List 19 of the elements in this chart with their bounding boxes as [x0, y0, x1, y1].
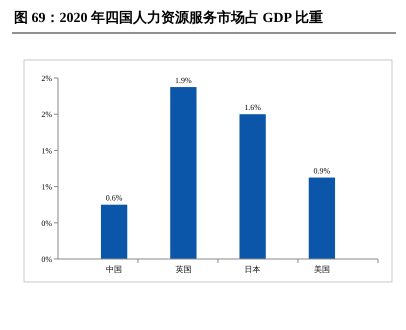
bar — [100, 204, 128, 259]
x-tick-label: 英国 — [175, 265, 192, 274]
x-tick-label: 中国 — [106, 265, 122, 274]
data-label: 0.9% — [314, 166, 331, 176]
bar — [308, 178, 336, 259]
bar — [170, 87, 197, 259]
x-tick-label: 美国 — [314, 265, 330, 274]
bar — [239, 114, 266, 259]
y-tick-label: 1% — [41, 146, 52, 156]
y-tick-label: 0% — [41, 218, 52, 228]
y-tick-label: 0% — [41, 255, 52, 264]
data-label: 1.9% — [175, 76, 192, 86]
x-tick-label: 日本 — [244, 265, 261, 274]
y-tick-label: 2% — [41, 110, 52, 120]
data-label: 0.6% — [106, 194, 123, 203]
chart-title: 图 69：2020 年四国人力资源服务市场占 GDP 比重 — [14, 9, 323, 26]
y-tick-label: 1% — [41, 182, 52, 192]
data-label: 1.6% — [244, 103, 262, 112]
y-tick-label: 2% — [41, 74, 52, 83]
